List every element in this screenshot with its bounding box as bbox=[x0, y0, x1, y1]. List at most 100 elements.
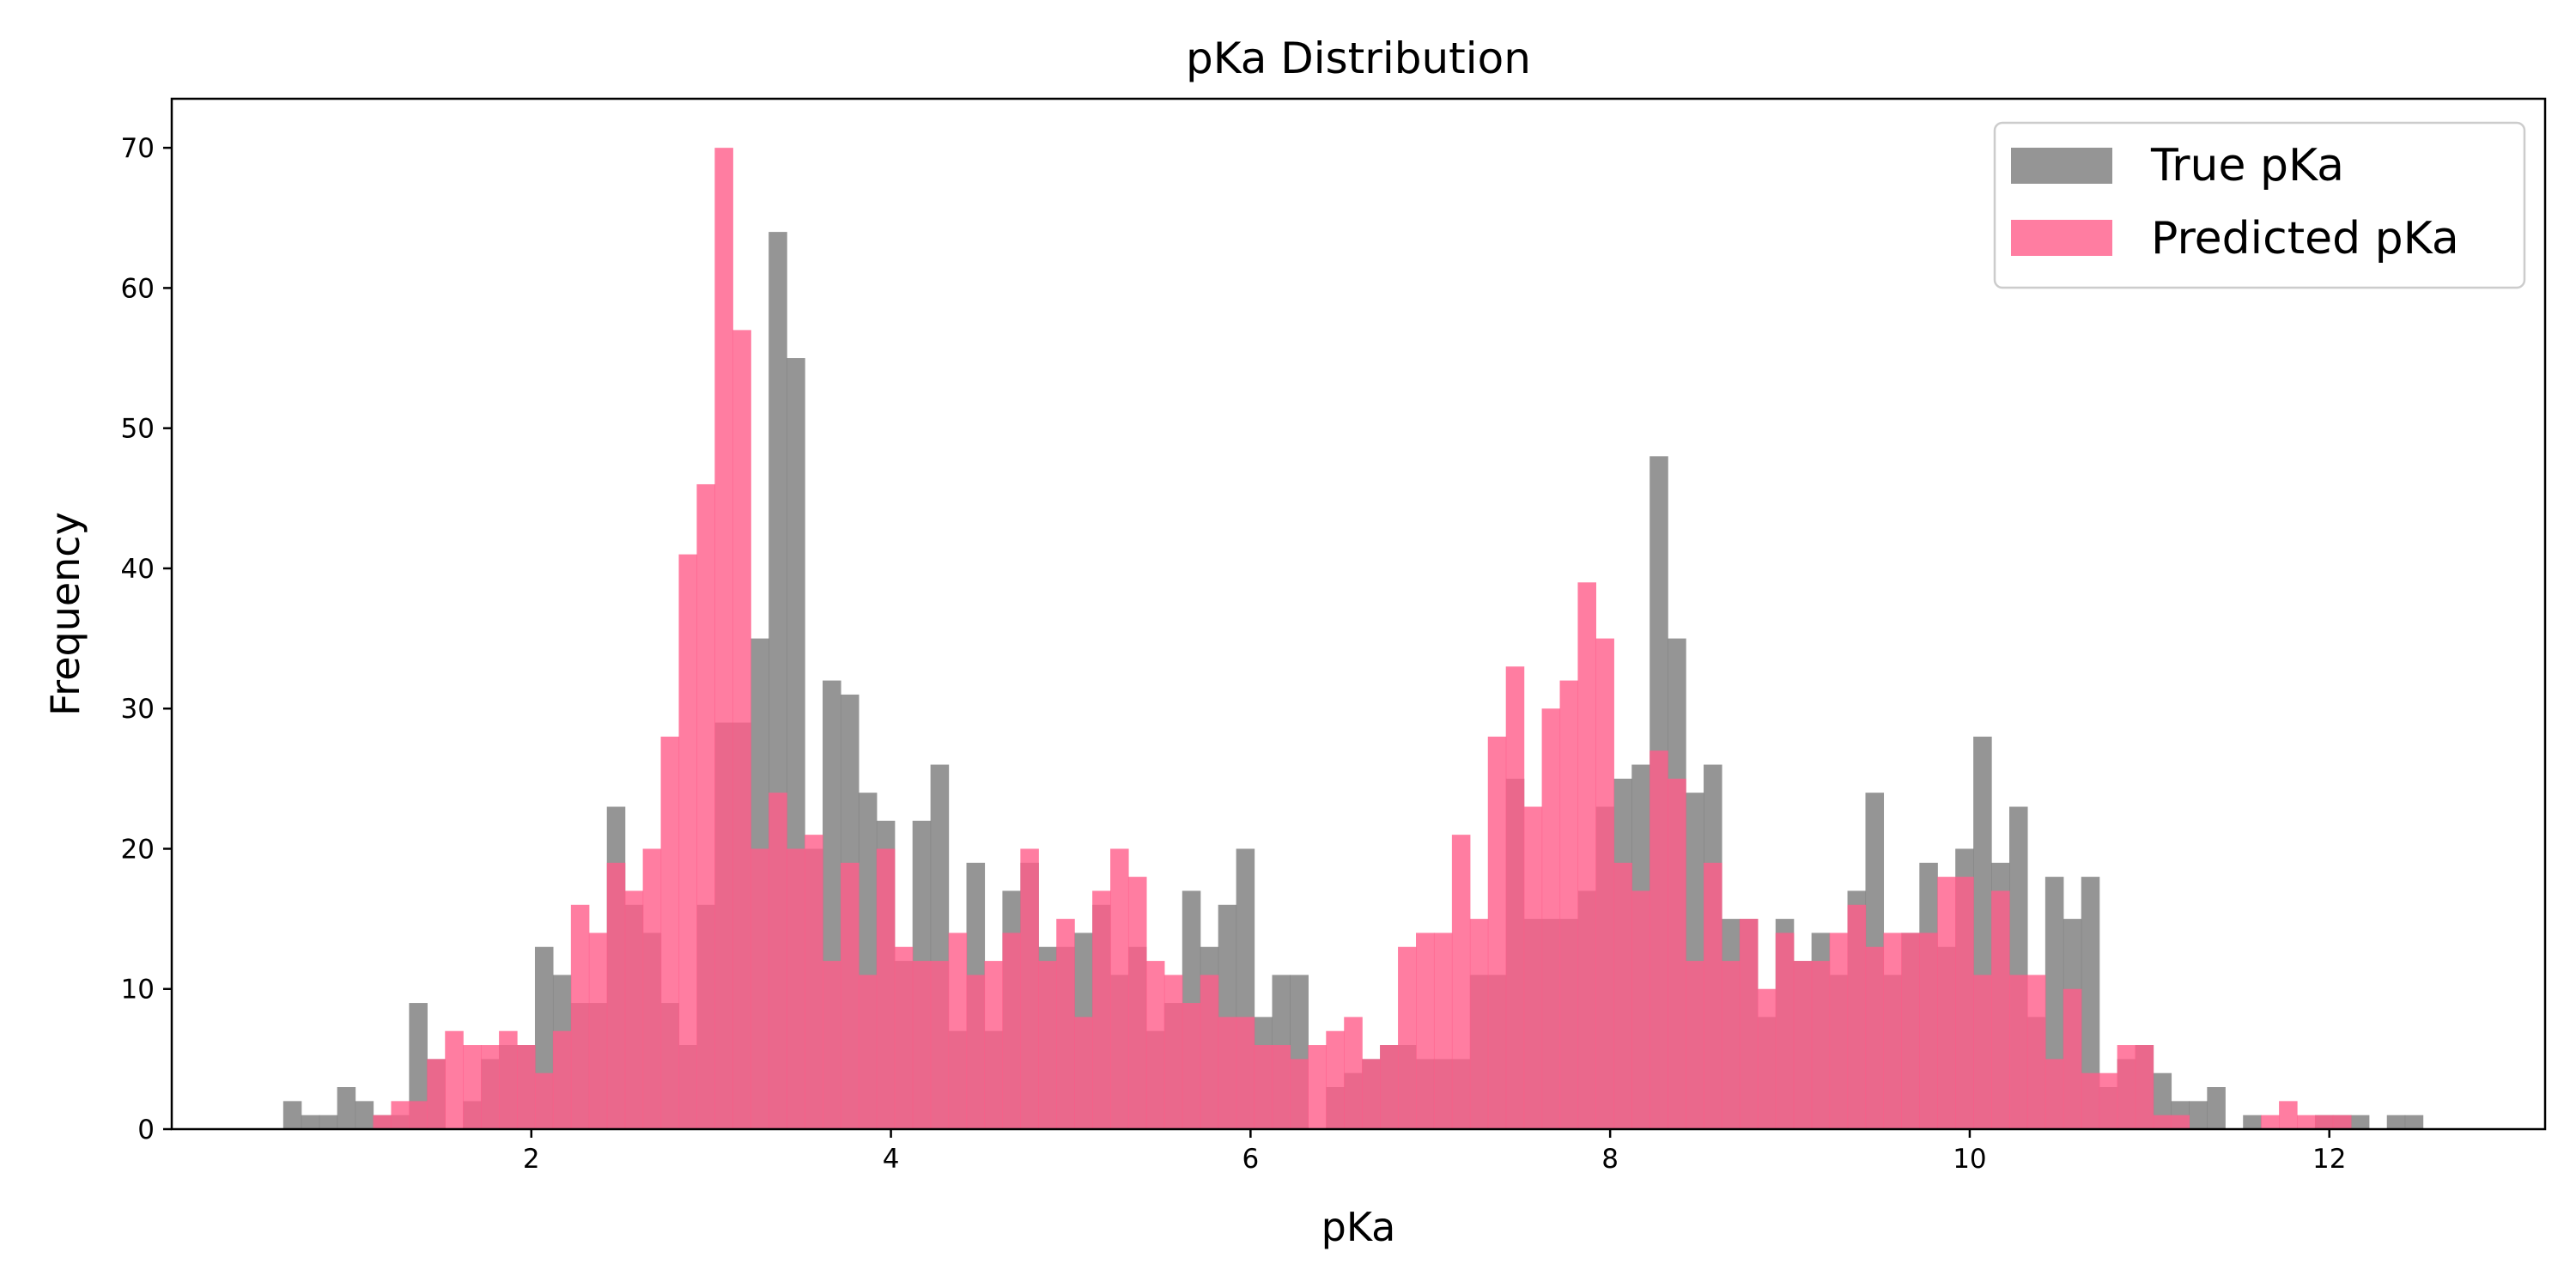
bar-predicted-74 bbox=[1613, 862, 1632, 1129]
bar-predicted-77 bbox=[1668, 778, 1686, 1129]
bar-predicted-85 bbox=[1811, 961, 1831, 1129]
bar-predicted-60 bbox=[1362, 1059, 1381, 1129]
bar-predicted-51 bbox=[1200, 975, 1219, 1129]
x-axis-label: pKa bbox=[1321, 1204, 1396, 1250]
bar-predicted-101 bbox=[2099, 1072, 2118, 1129]
bar-predicted-20 bbox=[642, 848, 662, 1129]
bar-predicted-112 bbox=[2297, 1115, 2316, 1129]
bar-predicted-32 bbox=[858, 975, 878, 1129]
bar-predicted-87 bbox=[1847, 904, 1867, 1129]
bar-predicted-13 bbox=[517, 1045, 536, 1129]
bar-true-7 bbox=[409, 1003, 428, 1129]
bar-predicted-47 bbox=[1127, 877, 1147, 1129]
bar-predicted-17 bbox=[588, 933, 608, 1129]
y-tick-label: 0 bbox=[137, 1115, 155, 1145]
bar-predicted-83 bbox=[1775, 933, 1795, 1129]
chart-title: pKa Distribution bbox=[1186, 33, 1531, 83]
bar-predicted-104 bbox=[2153, 1115, 2172, 1129]
bar-predicted-71 bbox=[1559, 680, 1579, 1129]
legend-label-predicted: Predicted pKa bbox=[2151, 213, 2459, 264]
bar-predicted-88 bbox=[1865, 946, 1885, 1129]
bar-predicted-84 bbox=[1793, 961, 1813, 1129]
y-tick-label: 70 bbox=[121, 133, 155, 164]
y-tick-label: 30 bbox=[121, 694, 155, 725]
x-ticks: 2 4 6 8 10 12 bbox=[523, 1129, 2346, 1175]
bar-predicted-63 bbox=[1416, 933, 1435, 1129]
bar-predicted-91 bbox=[1919, 933, 1938, 1129]
bar-predicted-43 bbox=[1056, 919, 1075, 1129]
bar-predicted-41 bbox=[1020, 848, 1039, 1129]
bar-true-117 bbox=[2386, 1115, 2406, 1129]
bar-true-0 bbox=[283, 1101, 302, 1129]
bar-predicted-96 bbox=[2009, 975, 2028, 1129]
bar-predicted-73 bbox=[1595, 638, 1614, 1129]
y-tick-label: 40 bbox=[121, 554, 155, 585]
legend-label-true: True pKa bbox=[2150, 140, 2344, 191]
bar-predicted-11 bbox=[481, 1045, 500, 1129]
bar-predicted-90 bbox=[1901, 933, 1920, 1129]
bar-predicted-31 bbox=[840, 862, 860, 1129]
bar-predicted-97 bbox=[2026, 975, 2046, 1129]
bar-predicted-61 bbox=[1380, 1045, 1399, 1129]
bar-predicted-98 bbox=[2044, 1059, 2064, 1129]
bar-predicted-53 bbox=[1236, 1017, 1255, 1129]
bar-predicted-92 bbox=[1937, 877, 1956, 1129]
bar-predicted-79 bbox=[1704, 862, 1722, 1129]
bar-predicted-42 bbox=[1038, 961, 1057, 1129]
bar-predicted-65 bbox=[1451, 835, 1471, 1129]
x-tick-label: 12 bbox=[2312, 1144, 2346, 1175]
bar-predicted-76 bbox=[1649, 750, 1668, 1129]
bar-predicted-52 bbox=[1218, 1017, 1237, 1129]
bar-predicted-95 bbox=[1991, 890, 2010, 1129]
bar-predicted-62 bbox=[1398, 946, 1417, 1129]
bar-predicted-26 bbox=[750, 848, 769, 1129]
bar-predicted-94 bbox=[1973, 975, 1992, 1129]
bar-predicted-10 bbox=[463, 1045, 482, 1129]
y-tick-label: 20 bbox=[121, 834, 155, 865]
bar-predicted-100 bbox=[2081, 1072, 2100, 1129]
bar-predicted-113 bbox=[2314, 1115, 2334, 1129]
bar-predicted-99 bbox=[2063, 988, 2082, 1129]
bar-predicted-30 bbox=[823, 961, 841, 1129]
bar-true-107 bbox=[2207, 1087, 2226, 1129]
bar-true-4 bbox=[355, 1101, 374, 1129]
bar-predicted-86 bbox=[1829, 933, 1849, 1129]
bar-predicted-89 bbox=[1883, 933, 1902, 1129]
bar-predicted-15 bbox=[552, 1030, 572, 1129]
bar-predicted-44 bbox=[1074, 1017, 1093, 1129]
bar-predicted-64 bbox=[1433, 933, 1453, 1129]
bar-predicted-114 bbox=[2332, 1115, 2352, 1129]
bar-true-1 bbox=[301, 1115, 320, 1129]
x-tick-label: 2 bbox=[523, 1144, 540, 1175]
bar-true-115 bbox=[2350, 1115, 2370, 1129]
y-tick-label: 10 bbox=[121, 975, 155, 1005]
bar-predicted-50 bbox=[1182, 1003, 1201, 1129]
bar-predicted-111 bbox=[2279, 1101, 2298, 1129]
bar-predicted-18 bbox=[606, 862, 626, 1129]
bar-predicted-67 bbox=[1487, 736, 1507, 1129]
bar-predicted-37 bbox=[948, 933, 968, 1129]
bar-predicted-45 bbox=[1092, 890, 1111, 1129]
bar-predicted-38 bbox=[966, 975, 986, 1129]
bar-predicted-22 bbox=[678, 554, 698, 1129]
bars-group bbox=[283, 148, 2424, 1130]
bar-predicted-75 bbox=[1631, 890, 1650, 1129]
bar-predicted-68 bbox=[1505, 666, 1525, 1129]
bar-predicted-27 bbox=[769, 793, 787, 1129]
bar-predicted-105 bbox=[2171, 1115, 2190, 1129]
bar-predicted-23 bbox=[696, 483, 715, 1129]
bar-predicted-39 bbox=[984, 961, 1003, 1129]
x-tick-label: 4 bbox=[883, 1144, 900, 1175]
bar-predicted-7 bbox=[409, 1101, 428, 1129]
bar-predicted-21 bbox=[660, 736, 680, 1129]
bar-predicted-9 bbox=[445, 1030, 464, 1129]
bar-predicted-56 bbox=[1290, 1059, 1309, 1129]
bar-true-109 bbox=[2243, 1115, 2262, 1129]
bar-predicted-8 bbox=[427, 1059, 446, 1129]
bar-true-106 bbox=[2189, 1101, 2208, 1129]
bar-predicted-102 bbox=[2117, 1045, 2136, 1129]
bar-true-100 bbox=[2081, 877, 2100, 1129]
bar-true-2 bbox=[319, 1115, 338, 1129]
bar-predicted-78 bbox=[1686, 961, 1704, 1129]
